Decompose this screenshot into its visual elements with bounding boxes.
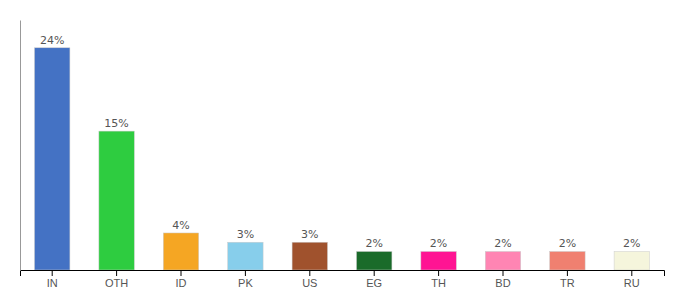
y-axis <box>20 21 21 271</box>
data-label: 24% <box>40 34 64 47</box>
x-tick: IN <box>47 270 58 289</box>
bar <box>550 251 585 270</box>
bar <box>34 48 69 270</box>
x-tick-mark <box>374 270 375 276</box>
x-tick-mark <box>438 270 439 276</box>
bar <box>228 242 263 270</box>
x-tick-mark <box>631 270 632 276</box>
chart-svg: INOTHIDPKUSEGTHBDTRRU24%15%4%3%3%2%2%2%2… <box>0 0 680 300</box>
x-tick: BD <box>495 270 510 289</box>
bar <box>614 251 649 270</box>
x-tick-mark <box>309 270 310 276</box>
x-tick: US <box>302 270 317 289</box>
y-axis-line <box>20 21 21 271</box>
data-label: 2% <box>494 237 511 250</box>
x-tick: TR <box>560 270 575 289</box>
x-tick-label: RU <box>624 277 640 289</box>
x-tick: EG <box>366 270 382 289</box>
bar <box>485 251 520 270</box>
plot-area: INOTHIDPKUSEGTHBDTRRU24%15%4%3%3%2%2%2%2… <box>21 21 665 289</box>
x-tick: PK <box>238 270 253 289</box>
data-label: 3% <box>237 228 254 241</box>
bar <box>163 233 198 270</box>
x-tick-mark <box>503 270 504 276</box>
x-tick-mark <box>116 270 117 276</box>
data-label: 2% <box>559 237 576 250</box>
x-tick-label: ID <box>176 277 187 289</box>
x-tick-label: TH <box>431 277 446 289</box>
bar <box>356 251 391 270</box>
data-labels: 24% 15% 4% 3% 3% 2% 2% 2% 2% 2% <box>40 34 641 251</box>
x-tick-label: OTH <box>105 277 128 289</box>
chart-container: INOTHIDPKUSEGTHBDTRRU24%15%4%3%3%2%2%2%2… <box>0 0 680 300</box>
x-tick-label: BD <box>495 277 510 289</box>
x-tick-mark <box>245 270 246 276</box>
x-tick-label: US <box>302 277 317 289</box>
x-tick: RU <box>624 270 640 289</box>
x-tick-label: TR <box>560 277 575 289</box>
data-label: 4% <box>172 219 189 232</box>
data-label: 2% <box>623 237 640 250</box>
data-label: 2% <box>430 237 447 250</box>
x-axis: IN OTH ID PK US EG TH BD TR RU <box>21 270 665 289</box>
bars <box>34 48 649 270</box>
x-tick-label: IN <box>47 277 58 289</box>
data-label: 3% <box>301 228 318 241</box>
x-tick-mark <box>567 270 568 276</box>
x-axis-line <box>21 271 665 277</box>
data-label: 15% <box>104 117 128 130</box>
x-tick: TH <box>431 270 446 289</box>
x-tick-label: EG <box>366 277 382 289</box>
x-tick-label: PK <box>238 277 253 289</box>
bar <box>292 242 327 270</box>
data-label: 2% <box>365 237 382 250</box>
x-tick: ID <box>176 270 187 289</box>
x-tick-mark <box>181 270 182 276</box>
bar <box>421 251 456 270</box>
x-tick-mark <box>52 270 53 276</box>
x-tick: OTH <box>105 270 128 289</box>
bar <box>99 131 134 270</box>
